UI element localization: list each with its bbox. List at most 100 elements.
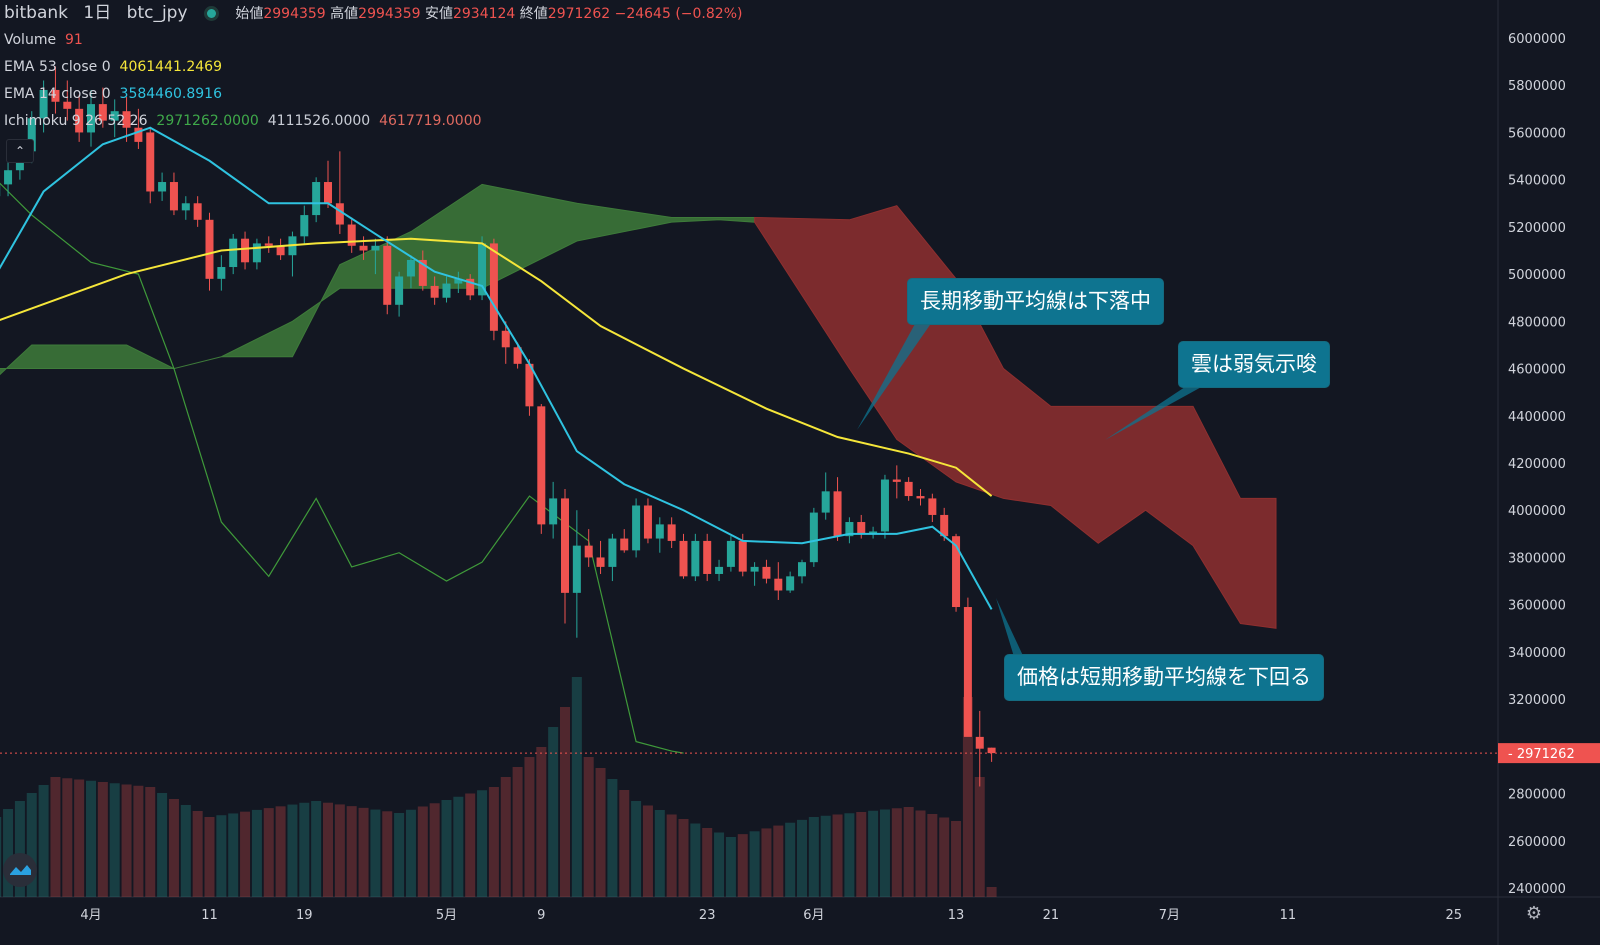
volume-bar [512,767,523,897]
volume-bar [844,813,855,897]
volume-label: Volume [4,32,57,48]
volume-bar [820,815,831,897]
collapse-legend-button[interactable]: ⌃ [6,139,34,163]
market-status-icon [206,8,216,18]
tradingview-logo-icon[interactable] [3,853,37,887]
exchange-name[interactable]: bitbank [4,3,69,23]
candle-body [608,538,617,567]
candle-body [478,243,487,296]
volume-bar [488,787,499,897]
candle-body [549,498,558,525]
candle-body [679,540,688,577]
open-value: 2994359 [263,6,326,22]
volume-bar [962,697,973,897]
volume-bar [346,806,357,897]
candle-body [584,545,593,558]
candle-body [87,104,95,133]
volume-bar [797,819,807,897]
candle-body [821,491,830,513]
volume-bar [14,801,25,897]
price-tick-label: 4600000 [1508,363,1566,378]
ema14-label: EMA 14 close 0 [4,86,111,102]
candle-body [904,481,913,497]
volume-bar [180,805,191,897]
volume-bar [453,796,464,897]
volume-bar [275,806,286,897]
last-price-label: - 2971262 [1508,747,1575,762]
volume-bar [168,799,179,897]
interval-label[interactable]: 1日 [83,3,112,23]
candle-body [75,108,84,133]
candle-body [27,118,36,152]
time-tick-label: 11 [201,908,218,923]
volume-bar [133,785,144,897]
volume-bar [654,810,665,897]
candle-body [466,278,475,296]
volume-bar [536,747,547,897]
volume-bar [619,790,630,897]
candle-body [643,505,652,539]
volume-bar [394,813,405,897]
legend-ema53[interactable]: EMA 53 close 0 4061441.2469 [4,54,742,81]
legend-volume[interactable]: Volume 91 [4,27,742,54]
candle-body [869,531,878,534]
candle-body [241,238,250,263]
volume-bar [86,780,96,897]
volume-bar [832,814,843,897]
candle-body [798,562,806,577]
price-tick-label: 6000000 [1508,32,1566,47]
volume-bar [737,834,748,897]
candle-body [4,170,13,185]
volume-bar [417,806,428,897]
price-tick-label: 3600000 [1508,599,1566,614]
gear-icon[interactable]: ⚙ [1525,903,1543,924]
candle-body [750,566,759,572]
volume-bar [405,809,416,897]
legend-ichimoku[interactable]: Ichimoku 9 26 52 26 2971262.0000 4111526… [4,108,742,135]
candle-body [857,522,866,534]
callout-pointer-price [996,598,1025,660]
volume-bar [370,809,381,897]
callout-pointer-ema53 [857,322,932,430]
volume-bar [465,793,476,897]
candle-body [537,406,546,525]
volume-bar [927,814,938,897]
ichimoku-lagging-span [0,182,684,754]
volume-bar [808,817,819,897]
time-tick-label: 5月 [436,908,457,923]
open-label: 始値 [235,6,264,22]
time-tick-label: 11 [1280,908,1297,923]
volume-bar [477,790,488,897]
volume-bar [891,808,902,897]
candle-body [786,576,795,591]
volume-bar [903,807,914,897]
price-tick-label: 5200000 [1508,221,1566,236]
candle-body [928,498,937,515]
symbol-name[interactable]: btc_jpy [126,3,188,23]
ichimoku-value-2: 4111526.0000 [267,113,371,129]
volume-bar [62,778,73,897]
volume-bar [714,832,725,897]
candle-body [110,111,119,121]
time-tick-label: 19 [296,908,313,923]
volume-value: 91 [64,32,83,48]
price-tick-label: 3200000 [1508,693,1566,708]
price-tick-label: 3800000 [1508,551,1566,566]
candle-body [98,104,107,121]
callout-cloud: 雲は弱気示唆 [1179,342,1329,387]
volume-bar [856,812,867,897]
legend-ema14[interactable]: EMA 14 close 0 3584460.8916 [4,81,742,108]
volume-bar [773,825,784,897]
price-tick-label: 2400000 [1508,882,1566,897]
high-value: 2994359 [358,6,421,22]
candle-body [430,285,439,298]
candle-body [880,479,889,532]
ema53-value: 4061441.2469 [119,59,222,75]
candle-body [347,224,356,246]
volume-bar [0,817,2,897]
volume-bar [204,817,215,897]
volume-bar [216,815,227,897]
candle-body [418,259,427,286]
volume-bar [939,817,950,897]
